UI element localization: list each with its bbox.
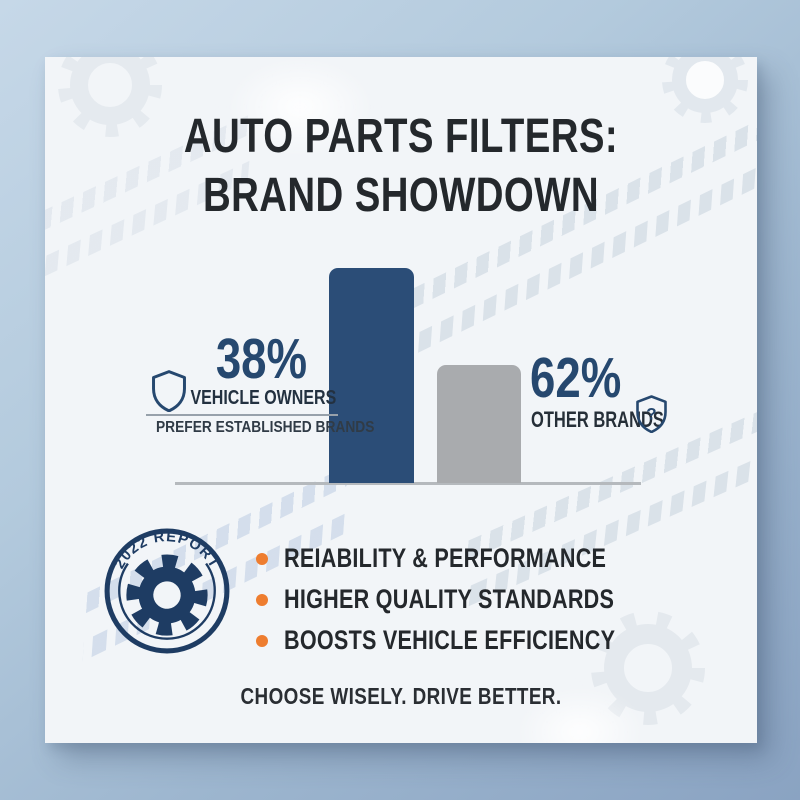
title-line-1: AUTO PARTS FILTERS:	[183, 110, 619, 163]
tagline: CHOOSE WISELY. DRIVE BETTER.	[240, 683, 562, 709]
shield-icon	[152, 370, 186, 412]
stat-value-left: 38%	[215, 327, 307, 391]
bullet-label: REIABILITY & PERFORMANCE	[284, 543, 607, 573]
bullet-label: HIGHER QUALITY STANDARDS	[284, 584, 615, 614]
question-mark: ?	[646, 405, 656, 424]
list-item: REIABILITY & PERFORMANCE	[256, 543, 698, 573]
stat-label-left: VEHICLE OWNERS	[190, 387, 336, 409]
infographic-card: AUTO PARTS FILTERS: BRAND SHOWDOWN 38% V…	[45, 57, 757, 743]
report-badge: 2022 REPORT	[104, 528, 230, 654]
bullet-label: BOOSTS VEHICLE EFFICIENCY	[284, 625, 616, 655]
title-line-2: BRAND SHOWDOWN	[203, 169, 599, 222]
bullet-dot-icon	[256, 552, 268, 565]
page-title: AUTO PARTS FILTERS: BRAND SHOWDOWN	[116, 107, 686, 225]
stat-value-right: 62%	[530, 346, 622, 410]
bullet-dot-icon	[256, 634, 268, 647]
badge-inner-arc	[118, 562, 216, 640]
stat-divider	[146, 414, 338, 416]
bar-other-brands	[437, 365, 521, 483]
bullet-dot-icon	[256, 593, 268, 606]
bar-established-brands	[329, 268, 414, 483]
shield-question-icon: ?	[636, 395, 667, 433]
list-item: BOOSTS VEHICLE EFFICIENCY	[256, 625, 698, 655]
badge-outer-ring	[104, 528, 230, 654]
list-item: HIGHER QUALITY STANDARDS	[256, 584, 698, 614]
chart-baseline	[175, 482, 641, 485]
benefits-list: REIABILITY & PERFORMANCE HIGHER QUALITY …	[256, 543, 698, 667]
gear-icon	[126, 554, 208, 636]
stat-sublabel-left: PREFER ESTABLISHED BRANDS	[156, 419, 375, 436]
stat-label-right: OTHER BRANDS	[531, 407, 664, 432]
